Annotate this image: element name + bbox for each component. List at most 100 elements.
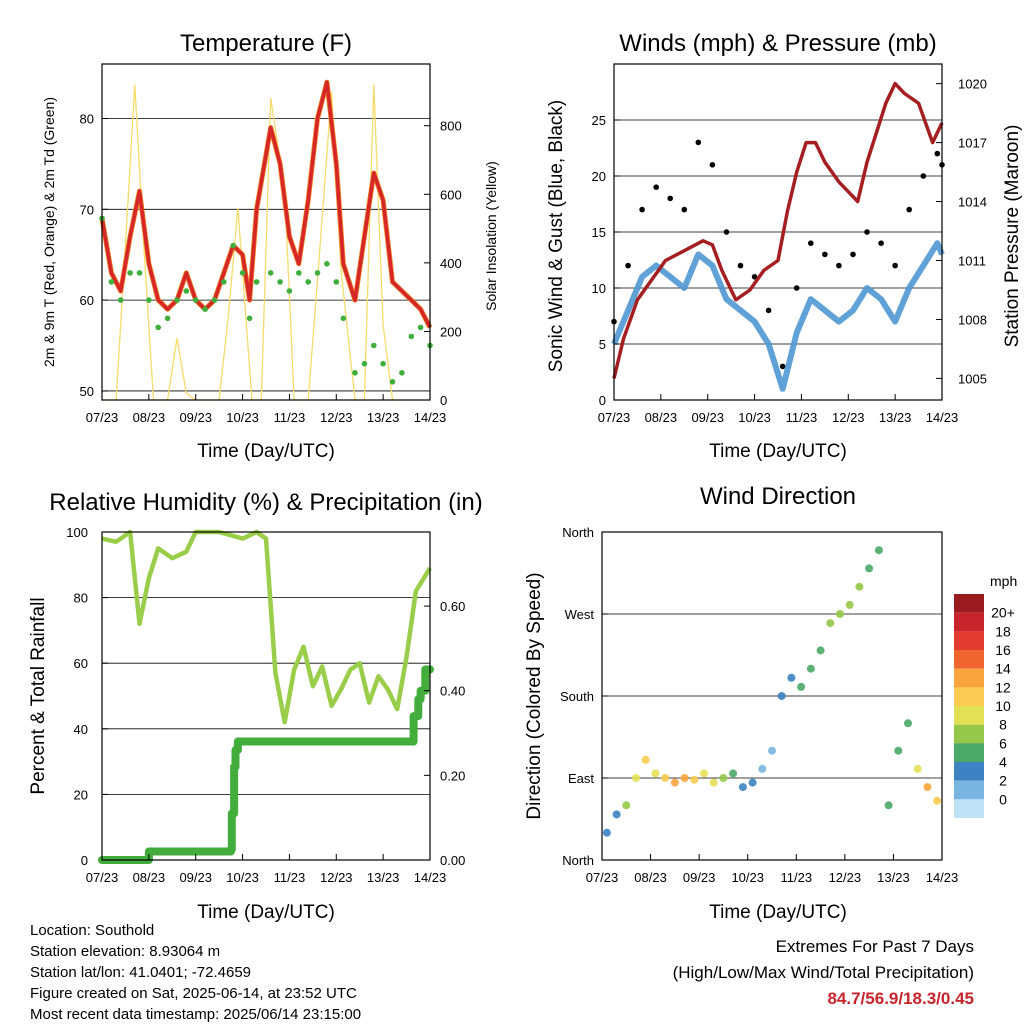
- temperature-y2-tick-label: 200: [440, 324, 462, 339]
- winds-x-tick-label: 12/23: [832, 410, 865, 425]
- relative-humidity-line: [101, 529, 432, 725]
- direction-point: [904, 719, 912, 728]
- winds-x-tick-label: 09/23: [691, 410, 724, 425]
- humidity-y2-tick-label: 0.20: [440, 768, 465, 783]
- temperature-x-tick-label: 14/23: [414, 410, 447, 425]
- dewpoint-point: [296, 270, 302, 276]
- humidity-plot-frame: [101, 531, 431, 861]
- gust-point: [906, 206, 912, 213]
- direction-y-tick-label: North: [562, 525, 594, 540]
- temperature-y2-label: Solar Insolation (Yellow): [483, 161, 499, 311]
- legend-label: 6: [999, 735, 1007, 751]
- total-rainfall-line: [98, 665, 434, 864]
- temperature-plot-frame: [101, 63, 431, 401]
- direction-x-tick-label: 11/23: [780, 870, 812, 885]
- legend-label: 12: [995, 679, 1011, 695]
- direction-point: [933, 796, 942, 805]
- direction-x-tick-label: 12/23: [829, 870, 862, 885]
- temperature-y2-tick-label: 800: [440, 119, 462, 134]
- humidity-x-tick-label: 08/23: [133, 870, 166, 885]
- gust-point: [653, 184, 659, 190]
- winds-y2-label: Station Pressure (Maroon): [1002, 125, 1023, 348]
- dewpoint-point: [380, 360, 386, 367]
- legend-swatch: [954, 724, 984, 744]
- temperature-x-tick-label: 12/23: [320, 410, 353, 425]
- extremes-subtitle: (High/Low/Max Wind/Total Precipitation): [672, 963, 974, 982]
- legend-swatch: [954, 780, 984, 800]
- humidity-x-tick-label: 12/23: [320, 870, 353, 885]
- winds-x-label: Time (Day/UTC): [709, 441, 847, 462]
- humidity-x-label: Time (Day/UTC): [197, 902, 335, 923]
- direction-x-label: Time (Day/UTC): [709, 902, 847, 923]
- gust-point: [667, 195, 673, 202]
- temperature-title: Temperature (F): [180, 30, 352, 57]
- direction-y-label: Direction (Colored By Speed): [524, 572, 545, 819]
- legend-swatch: [954, 668, 984, 688]
- dewpoint-point: [239, 270, 246, 276]
- legend-swatch: [954, 743, 984, 762]
- direction-x-tick-label: 09/23: [683, 870, 716, 885]
- dewpoint-point: [146, 297, 152, 303]
- dewpoint-point: [246, 315, 253, 322]
- legend-swatch: [954, 762, 984, 781]
- humidity-y-tick-label: 60: [74, 656, 88, 671]
- direction-point: [602, 828, 611, 837]
- dewpoint-point: [389, 379, 396, 385]
- temperature-panel: Temperature (F) 50607080020040060080007/…: [41, 30, 499, 462]
- humidity-y-tick-label: 40: [74, 722, 88, 737]
- dewpoint-point: [221, 279, 227, 285]
- winds-panel: Winds (mph) & Pressure (mb) 0 5 10 15 20 25 10…: [546, 30, 1023, 462]
- direction-point: [806, 664, 815, 673]
- direction-point: [651, 769, 660, 778]
- dewpoint-point: [340, 315, 347, 322]
- legend-label: 4: [999, 754, 1007, 770]
- dewpoint-point: [361, 360, 368, 367]
- legend-label: 18: [995, 623, 1011, 639]
- dewpoint-point: [117, 297, 124, 303]
- dewpoint-point: [399, 370, 405, 376]
- winds-y-tick-label: 10: [592, 281, 606, 296]
- winds-y2-tick-label: 1020: [958, 77, 987, 92]
- gust-point: [892, 262, 898, 269]
- direction-x-tick-label: 10/23: [731, 870, 764, 885]
- direction-title: Wind Direction: [700, 483, 856, 510]
- direction-point: [836, 610, 844, 618]
- humidity-x-tick-label: 10/23: [226, 870, 259, 885]
- winds-y-tick-label: 25: [592, 113, 606, 128]
- temperature-y-tick-label: 60: [80, 293, 94, 308]
- gust-point: [723, 229, 730, 235]
- direction-point: [641, 755, 650, 764]
- legend-label: 0: [999, 791, 1007, 807]
- dewpoint-point: [305, 279, 312, 285]
- dewpoint-point: [286, 288, 293, 294]
- winds-y2-tick-label: 1017: [958, 136, 987, 151]
- direction-y-tick-label: North: [562, 853, 594, 868]
- humidity-y2-tick-label: 0.40: [440, 684, 465, 699]
- gust-point: [751, 274, 758, 280]
- direction-point: [719, 774, 728, 782]
- dewpoint-point: [136, 270, 143, 276]
- dewpoint-point: [277, 279, 283, 285]
- direction-point: [729, 769, 738, 778]
- gust-point: [639, 206, 645, 213]
- winds-y-tick-label: 0: [599, 393, 606, 408]
- created-text: Figure created on Sat, 2025-06-14, at 23…: [30, 985, 357, 1002]
- gust-point: [709, 162, 716, 168]
- legend-swatch: [954, 687, 984, 706]
- temperature-x-tick-label: 08/23: [133, 410, 166, 425]
- recent-text: Most recent data timestamp: 2025/06/14 2…: [30, 1006, 362, 1023]
- direction-point: [632, 774, 640, 782]
- legend-label: 8: [999, 717, 1007, 733]
- gust-point: [695, 139, 702, 146]
- dewpoint-point: [267, 270, 274, 276]
- gust-point: [779, 363, 786, 370]
- gust-point: [920, 173, 927, 179]
- direction-x-tick-label: 13/23: [877, 870, 910, 885]
- gust-point: [737, 262, 744, 269]
- legend-swatch: [954, 706, 984, 725]
- legend-swatch: [954, 631, 984, 650]
- winds-y-tick-label: 15: [592, 225, 606, 240]
- humidity-panel: Relative Humidity (%) & Precipitation (i…: [28, 489, 483, 923]
- dewpoint-point: [164, 315, 171, 322]
- gust-point: [793, 285, 800, 291]
